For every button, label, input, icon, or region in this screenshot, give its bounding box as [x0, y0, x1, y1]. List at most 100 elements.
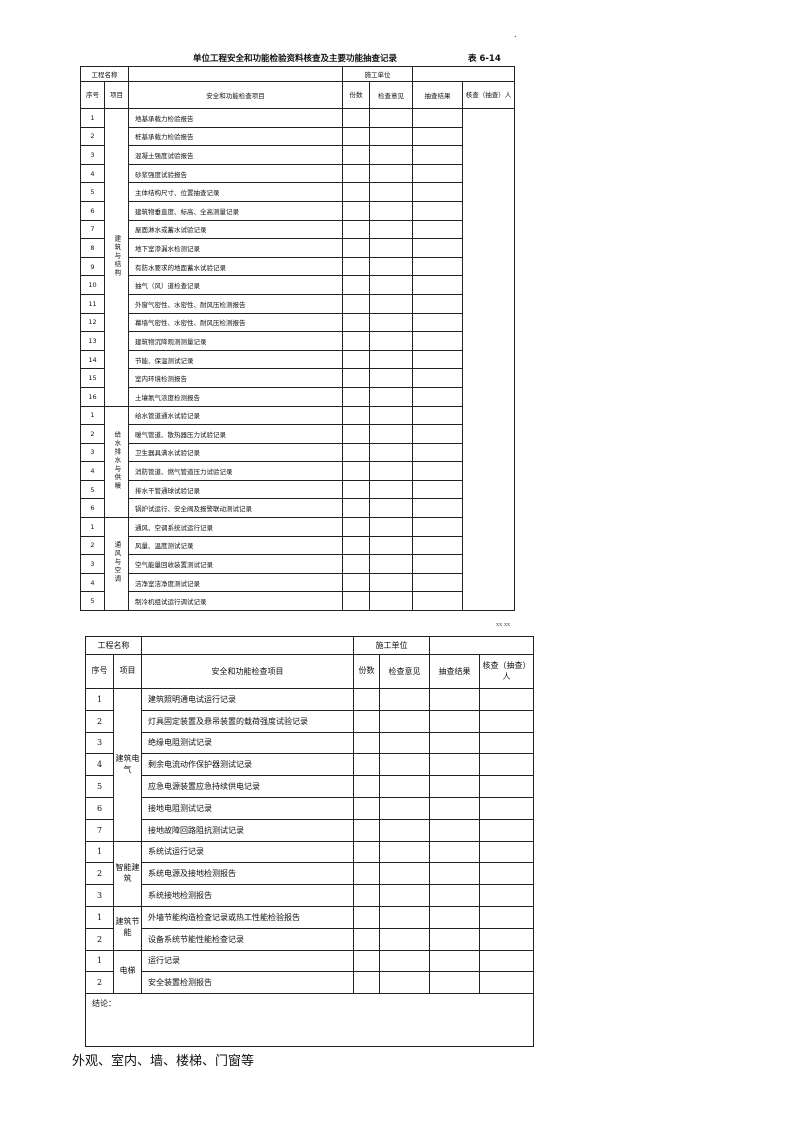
row-copies-cell[interactable]: [353, 796, 380, 820]
row-checker-cell[interactable]: [479, 862, 534, 886]
row-checker-cell[interactable]: [479, 840, 534, 864]
row-result-cell[interactable]: [412, 145, 463, 165]
row-checker-cell[interactable]: [479, 971, 534, 995]
row-copies-cell[interactable]: [342, 424, 370, 444]
row-result-cell[interactable]: [429, 971, 480, 995]
row-copies-cell[interactable]: [342, 405, 370, 426]
row-copies-cell[interactable]: [353, 753, 380, 777]
row-copies-cell[interactable]: [342, 275, 370, 295]
row-result-cell[interactable]: [412, 405, 463, 426]
row-result-cell[interactable]: [429, 884, 480, 907]
row-opinion-cell[interactable]: [369, 535, 413, 556]
row-result-cell[interactable]: [429, 927, 480, 951]
row-result-cell[interactable]: [429, 818, 480, 842]
row-copies-cell[interactable]: [342, 145, 370, 165]
row-copies-cell[interactable]: [353, 709, 380, 733]
row-result-cell[interactable]: [412, 256, 463, 277]
row-result-cell[interactable]: [412, 517, 463, 537]
row-checker-cell[interactable]: [479, 884, 534, 907]
row-opinion-cell[interactable]: [369, 517, 413, 537]
row-copies-cell[interactable]: [342, 256, 370, 277]
row-opinion-cell[interactable]: [369, 591, 413, 612]
row-opinion-cell[interactable]: [369, 461, 413, 481]
row-copies-cell[interactable]: [353, 840, 380, 864]
row-opinion-cell[interactable]: [369, 182, 413, 202]
row-opinion-cell[interactable]: [379, 927, 430, 951]
row-checker-cell[interactable]: [479, 688, 534, 711]
row-result-cell[interactable]: [412, 293, 463, 314]
row-checker-cell[interactable]: [479, 949, 534, 973]
row-result-cell[interactable]: [412, 163, 463, 184]
row-copies-cell[interactable]: [342, 312, 370, 333]
row-copies-cell[interactable]: [353, 688, 380, 711]
row-copies-cell[interactable]: [353, 818, 380, 842]
row-opinion-cell[interactable]: [369, 386, 413, 407]
row-copies-cell[interactable]: [342, 200, 370, 221]
row-opinion-cell[interactable]: [379, 840, 430, 864]
row-opinion-cell[interactable]: [379, 905, 430, 929]
row-copies-cell[interactable]: [342, 238, 370, 258]
row-result-cell[interactable]: [412, 108, 463, 128]
row-opinion-cell[interactable]: [369, 256, 413, 277]
row-opinion-cell[interactable]: [379, 688, 430, 711]
row-result-cell[interactable]: [412, 442, 463, 463]
row-copies-cell[interactable]: [353, 862, 380, 886]
project-name-value[interactable]: [128, 66, 343, 82]
row-result-cell[interactable]: [412, 591, 463, 612]
row-checker-cell[interactable]: [479, 775, 534, 798]
row-opinion-cell[interactable]: [369, 405, 413, 426]
row-opinion-cell[interactable]: [379, 949, 430, 973]
row-copies-cell[interactable]: [353, 927, 380, 951]
row-copies-cell[interactable]: [342, 442, 370, 463]
row-result-cell[interactable]: [412, 461, 463, 481]
row-copies-cell[interactable]: [342, 461, 370, 481]
row-copies-cell[interactable]: [342, 479, 370, 500]
row-copies-cell[interactable]: [353, 884, 380, 907]
row-opinion-cell[interactable]: [369, 498, 413, 519]
row-opinion-cell[interactable]: [369, 479, 413, 500]
row-result-cell[interactable]: [412, 368, 463, 388]
row-result-cell[interactable]: [412, 386, 463, 407]
row-checker-cell[interactable]: [479, 796, 534, 820]
row-opinion-cell[interactable]: [379, 884, 430, 907]
row-copies-cell[interactable]: [353, 905, 380, 929]
row-copies-cell[interactable]: [342, 331, 370, 351]
conclusion-field[interactable]: 结论：: [85, 993, 534, 1048]
row-result-cell[interactable]: [412, 349, 463, 370]
row-result-cell[interactable]: [412, 200, 463, 221]
row-opinion-cell[interactable]: [379, 796, 430, 820]
row-copies-cell[interactable]: [342, 591, 370, 612]
row-checker-cell[interactable]: [479, 709, 534, 733]
row-copies-cell[interactable]: [342, 182, 370, 202]
row-checker-cell[interactable]: [479, 927, 534, 951]
row-opinion-cell[interactable]: [369, 349, 413, 370]
row-copies-cell[interactable]: [342, 368, 370, 388]
row-copies-cell[interactable]: [353, 775, 380, 798]
row-opinion-cell[interactable]: [379, 709, 430, 733]
row-opinion-cell[interactable]: [379, 731, 430, 755]
row-result-cell[interactable]: [412, 312, 463, 333]
row-opinion-cell[interactable]: [369, 572, 413, 593]
row-opinion-cell[interactable]: [369, 424, 413, 444]
row-copies-cell[interactable]: [342, 108, 370, 128]
row-result-cell[interactable]: [429, 753, 480, 777]
row-opinion-cell[interactable]: [369, 275, 413, 295]
row-opinion-cell[interactable]: [369, 219, 413, 240]
row-opinion-cell[interactable]: [369, 368, 413, 388]
row-copies-cell[interactable]: [342, 517, 370, 537]
row-opinion-cell[interactable]: [379, 775, 430, 798]
contractor-value-2[interactable]: [429, 636, 534, 655]
row-opinion-cell[interactable]: [369, 108, 413, 128]
row-result-cell[interactable]: [412, 498, 463, 519]
row-checker-cell[interactable]: [479, 753, 534, 777]
project-name-value-2[interactable]: [141, 636, 354, 655]
row-opinion-cell[interactable]: [369, 331, 413, 351]
row-copies-cell[interactable]: [342, 535, 370, 556]
row-opinion-cell[interactable]: [369, 126, 413, 147]
row-copies-cell[interactable]: [342, 126, 370, 147]
row-opinion-cell[interactable]: [369, 442, 413, 463]
row-copies-cell[interactable]: [342, 572, 370, 593]
row-opinion-cell[interactable]: [369, 554, 413, 574]
row-result-cell[interactable]: [429, 775, 480, 798]
row-opinion-cell[interactable]: [369, 312, 413, 333]
